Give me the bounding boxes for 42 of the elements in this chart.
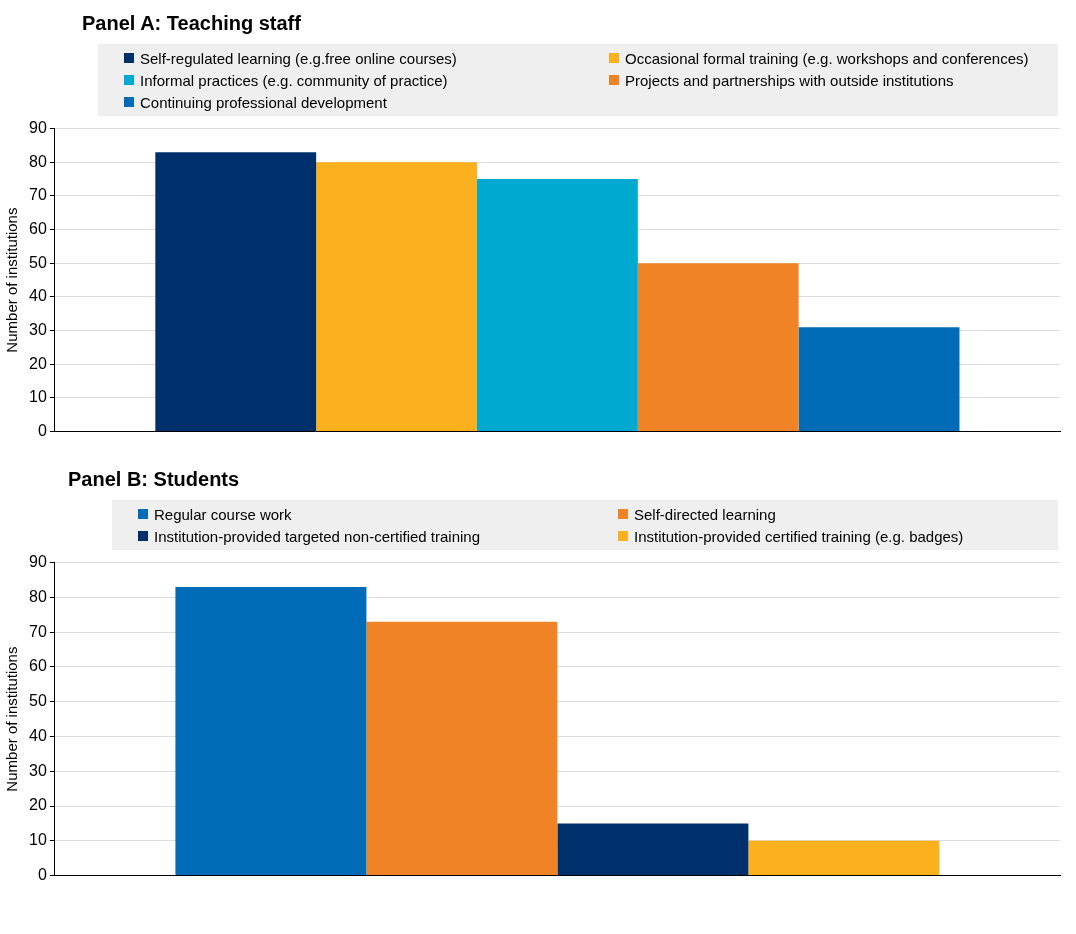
y-tick-label: 0 [37,866,47,884]
bar [798,327,960,432]
y-tick-label: 80 [29,152,47,170]
y-tick-label: 10 [29,388,47,406]
y-tick-label: 60 [29,657,47,675]
y-tick-label: 30 [29,761,47,779]
legend-label: Continuing professional development [140,93,387,111]
legend-label: Institution-provided certified training (e.g. badges) [634,527,964,545]
bar [476,179,638,432]
chart-title: Panel A: Teaching staff [81,11,302,36]
y-tick-label: 50 [29,253,47,271]
y-tick-label: 30 [29,321,47,339]
bar [316,162,477,432]
y-tick-label: 80 [29,587,47,605]
y-tick-label: 40 [29,726,47,744]
legend-label: Informal practices (e.g. community of practice) [140,71,448,89]
bar [155,152,317,432]
bar [557,823,749,876]
legend-label: Self-regulated learning (e.g.free online courses) [140,49,457,67]
legend-label: Occasional formal training (e.g. workshops and conferences) [625,49,1029,67]
y-tick-label: 70 [29,622,47,640]
bar [748,840,940,876]
y-tick-label: 20 [29,796,47,814]
y-tick-label: 0 [37,422,47,440]
legend-label: Self-directed learning [634,505,776,523]
bar [366,621,558,876]
y-tick-label: 40 [29,287,47,305]
legend-label: Institution-provided targeted non-certified training [154,527,481,545]
y-axis-title: Number of institutions [3,646,21,792]
legend-label: Regular course work [154,505,292,523]
y-tick-label: 60 [29,220,47,238]
y-axis-title: Number of institutions [3,207,21,353]
y-tick-label: 70 [29,186,47,204]
y-tick-label: 90 [29,119,47,137]
y-tick-label: 50 [29,692,47,710]
chart-title: Panel B: Students [67,467,241,492]
y-tick-label: 90 [29,553,47,571]
y-tick-label: 20 [29,354,47,372]
bar [175,586,367,876]
bar [637,263,799,432]
y-tick-label: 10 [29,831,47,849]
legend-label: Projects and partnerships with outside institutions [625,71,954,89]
